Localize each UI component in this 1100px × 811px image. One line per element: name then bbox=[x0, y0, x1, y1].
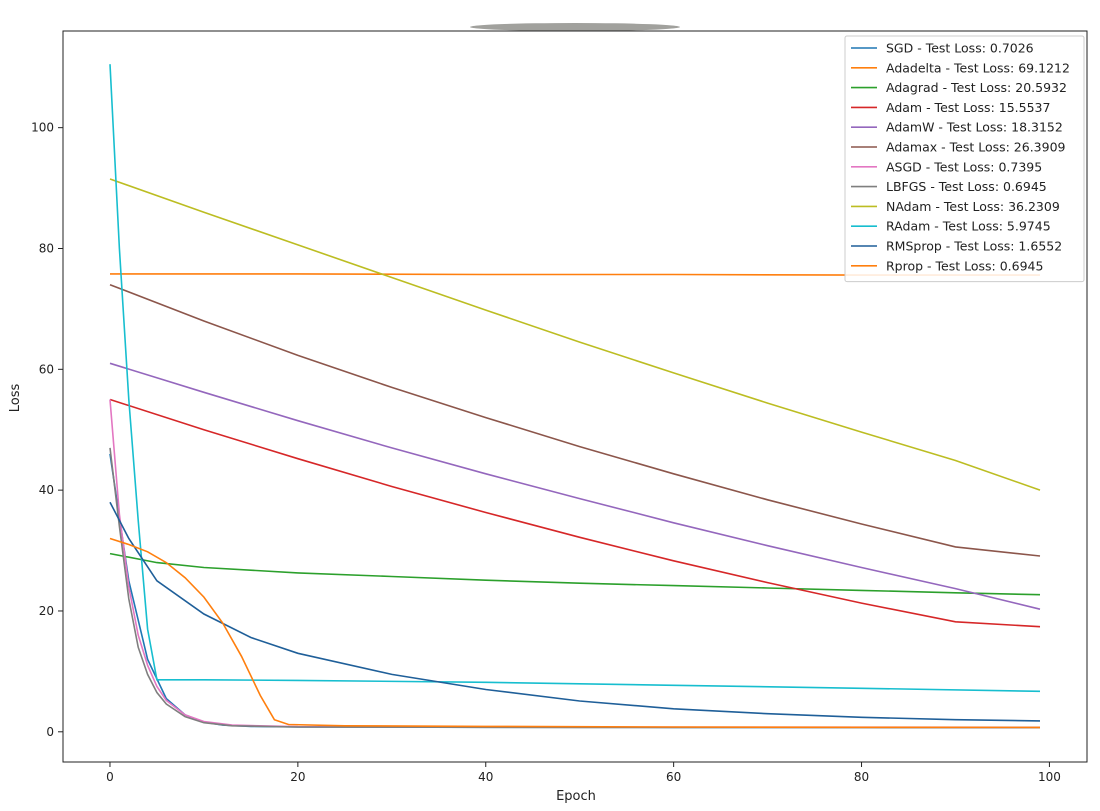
legend-label-10: RMSprop - Test Loss: 1.6552 bbox=[886, 239, 1062, 254]
series-line-8 bbox=[109, 178, 1041, 491]
x-tick-label-4: 80 bbox=[854, 770, 869, 784]
plot-frame bbox=[62, 30, 1088, 763]
legend-label-6: ASGD - Test Loss: 0.7395 bbox=[886, 159, 1042, 174]
x-tick-label-2: 40 bbox=[478, 770, 493, 784]
y-axis-label: Loss bbox=[8, 384, 23, 413]
legend-label-9: RAdam - Test Loss: 5.9745 bbox=[886, 219, 1051, 234]
x-tick-label-5: 100 bbox=[1038, 770, 1061, 784]
legend-box bbox=[844, 35, 1085, 283]
legend-label-4: AdamW - Test Loss: 18.3152 bbox=[886, 120, 1063, 135]
series-line-7 bbox=[109, 447, 1041, 729]
series-line-9 bbox=[109, 64, 1041, 693]
series-line-4 bbox=[109, 362, 1041, 610]
legend-label-1: Adadelta - Test Loss: 69.1212 bbox=[886, 60, 1070, 75]
legend-label-8: NAdam - Test Loss: 36.2309 bbox=[886, 199, 1060, 214]
series-line-11 bbox=[109, 537, 1041, 729]
legend-label-5: Adamax - Test Loss: 26.3909 bbox=[886, 140, 1066, 155]
y-tick-label-2: 40 bbox=[39, 483, 54, 497]
legend-label-2: Adagrad - Test Loss: 20.5932 bbox=[886, 80, 1067, 95]
y-axis: 0 20 40 60 80 100 bbox=[31, 121, 63, 739]
series-line-3 bbox=[109, 398, 1041, 628]
x-tick-label-1: 20 bbox=[290, 770, 305, 784]
y-tick-label-1: 20 bbox=[39, 604, 54, 618]
y-tick-label-0: 0 bbox=[46, 725, 54, 739]
series-line-10 bbox=[109, 501, 1041, 722]
x-axis-label: Epoch bbox=[556, 789, 596, 804]
legend-label-3: Adam - Test Loss: 15.5537 bbox=[886, 100, 1050, 115]
y-tick-label-4: 80 bbox=[39, 241, 54, 255]
y-tick-label-3: 60 bbox=[39, 362, 54, 376]
legend: SGD - Test Loss: 0.7026 Adadelta - Test L… bbox=[844, 35, 1085, 283]
legend-label-0: SGD - Test Loss: 0.7026 bbox=[886, 41, 1034, 56]
x-tick-label-0: 0 bbox=[106, 770, 114, 784]
legend-label-7: LBFGS - Test Loss: 0.6945 bbox=[886, 179, 1047, 194]
legend-label-11: Rprop - Test Loss: 0.6945 bbox=[886, 258, 1043, 273]
y-tick-label-5: 100 bbox=[31, 121, 54, 135]
x-tick-label-3: 60 bbox=[666, 770, 681, 784]
series-layer bbox=[109, 64, 1041, 729]
x-axis: 0 20 40 60 80 100 bbox=[106, 762, 1061, 784]
series-line-5 bbox=[109, 283, 1041, 557]
top-artifact bbox=[470, 23, 680, 31]
series-line-2 bbox=[109, 552, 1041, 596]
